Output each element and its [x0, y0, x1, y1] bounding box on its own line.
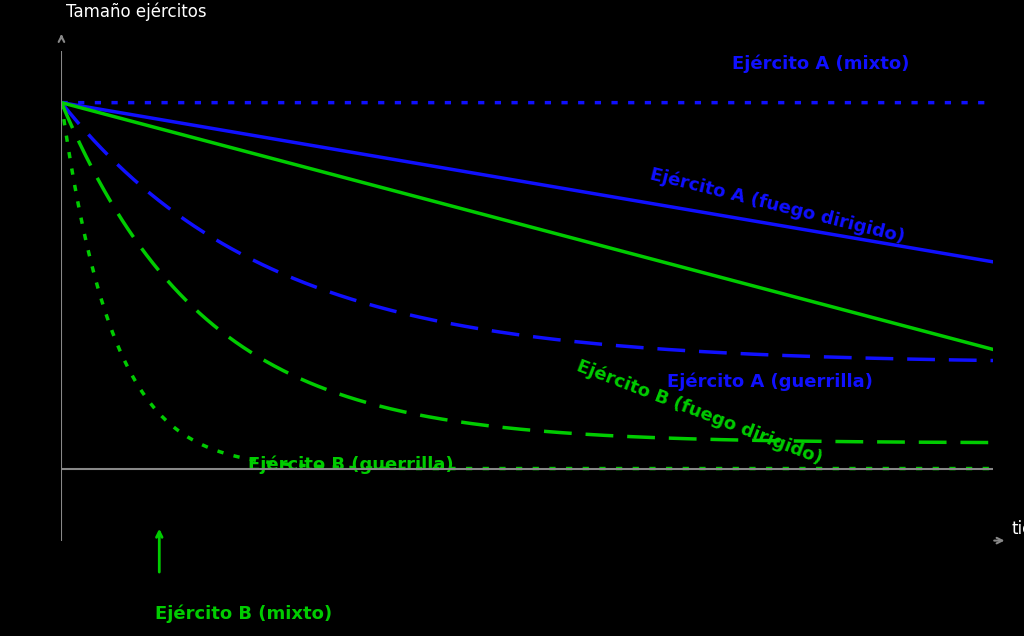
- Text: Ejército B (mixto): Ejército B (mixto): [155, 604, 332, 623]
- Text: Ejército A (guerrilla): Ejército A (guerrilla): [668, 373, 873, 391]
- Text: Tamaño ejércitos: Tamaño ejércitos: [67, 3, 207, 22]
- Text: Ejército A (mixto): Ejército A (mixto): [732, 55, 909, 73]
- Text: Ejército A (fuego dirigido): Ejército A (fuego dirigido): [648, 165, 907, 247]
- Text: tiempo: tiempo: [1012, 520, 1024, 538]
- Text: Ejército B (fuego dirigido): Ejército B (fuego dirigido): [573, 357, 824, 468]
- Text: Ejército B (guerrilla): Ejército B (guerrilla): [248, 456, 454, 474]
